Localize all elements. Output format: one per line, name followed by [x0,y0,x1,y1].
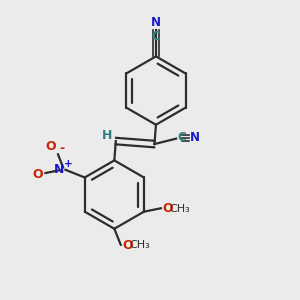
Text: N: N [190,131,200,144]
Text: O: O [33,168,44,181]
Text: CH₃: CH₃ [169,204,190,214]
Text: O: O [162,202,173,215]
Text: +: + [63,159,72,170]
Text: N: N [151,16,161,29]
Text: CH₃: CH₃ [129,240,150,250]
Text: O: O [46,140,56,153]
Text: O: O [122,239,133,252]
Text: H: H [102,129,113,142]
Text: -: - [60,142,65,155]
Text: N: N [54,163,64,176]
Text: C: C [177,131,186,144]
Text: C: C [152,30,160,43]
